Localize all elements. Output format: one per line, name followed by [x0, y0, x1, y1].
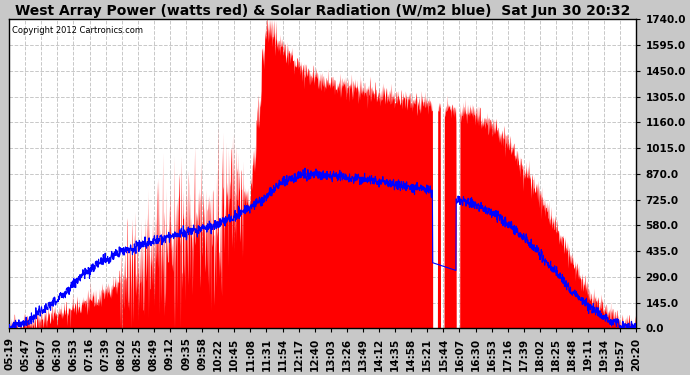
- Text: Copyright 2012 Cartronics.com: Copyright 2012 Cartronics.com: [12, 26, 144, 34]
- Title: West Array Power (watts red) & Solar Radiation (W/m2 blue)  Sat Jun 30 20:32: West Array Power (watts red) & Solar Rad…: [15, 4, 631, 18]
